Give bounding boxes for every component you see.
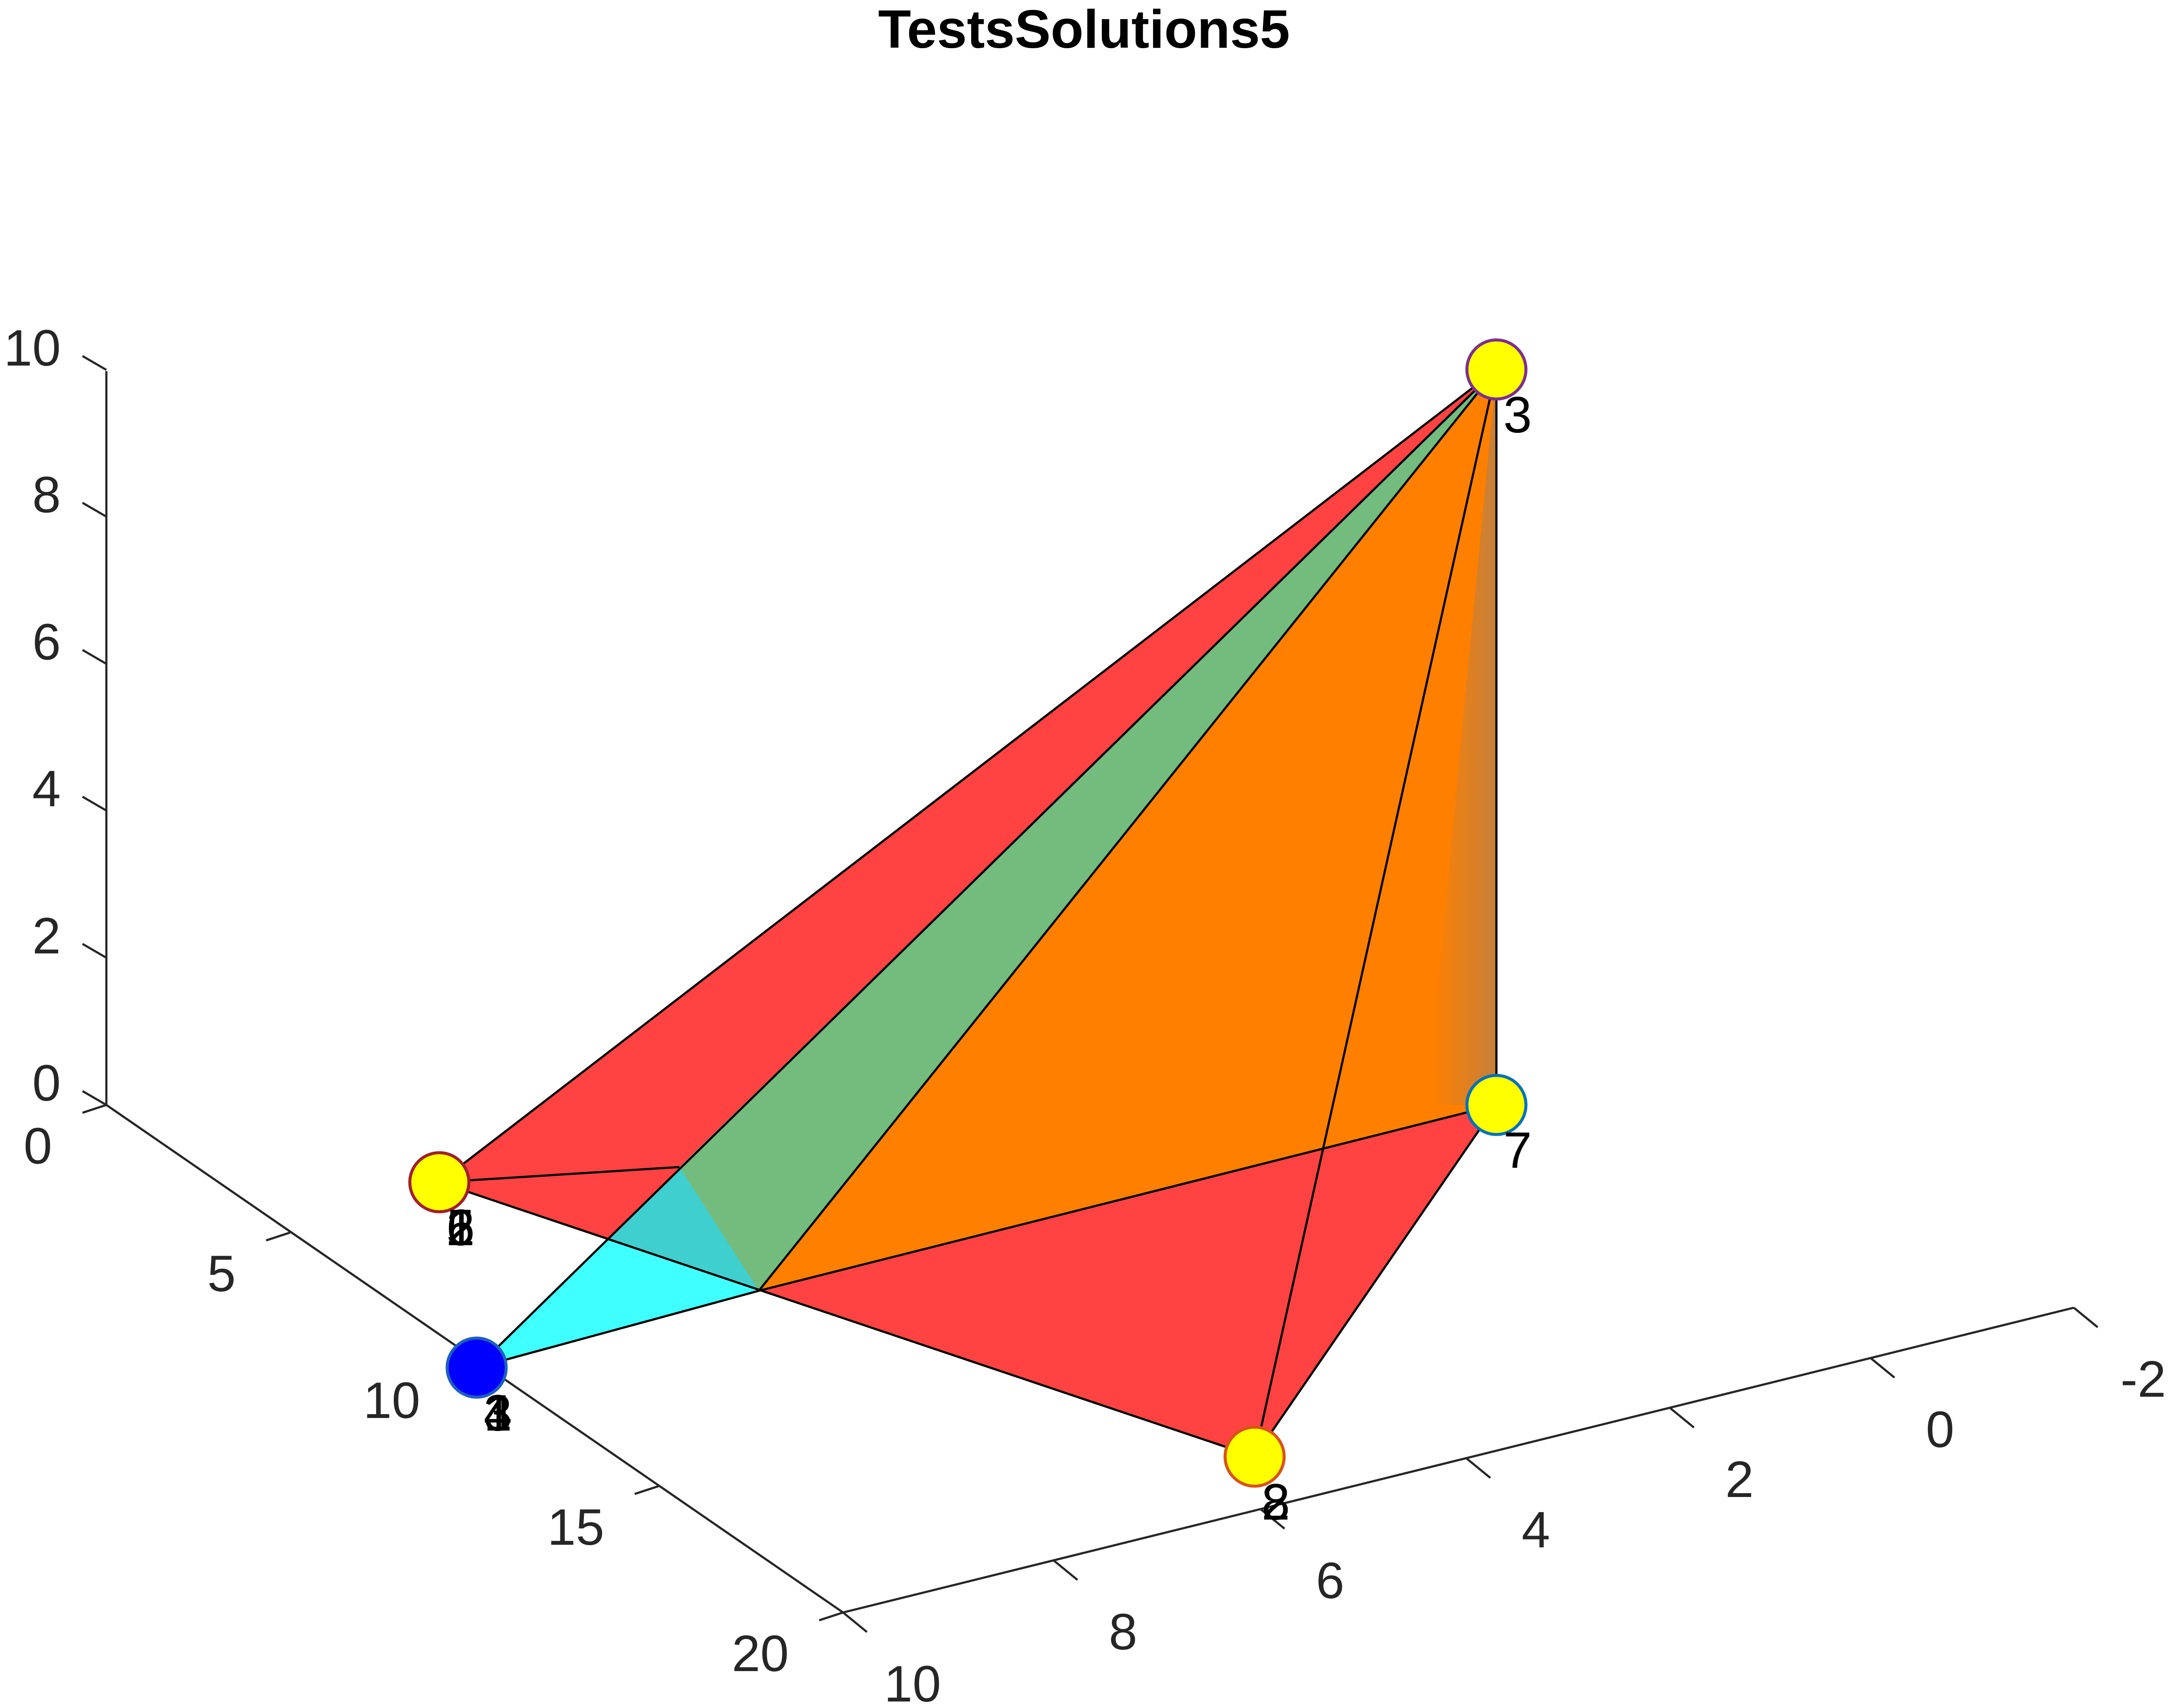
z-tick-mark bbox=[82, 501, 107, 518]
x-tick-mark bbox=[1669, 1407, 1695, 1428]
y-tick-mark bbox=[819, 1611, 843, 1622]
edge-line bbox=[758, 369, 1497, 1292]
x-tick-label: -2 bbox=[2121, 1351, 2166, 1408]
point-label: 4 bbox=[484, 1385, 512, 1442]
surface-edges bbox=[438, 369, 1498, 1458]
y-tick-mark bbox=[634, 1485, 659, 1495]
point-label: 1 bbox=[484, 1385, 512, 1442]
y-tick-label: 0 bbox=[23, 1118, 52, 1175]
z-tick-label: 0 bbox=[32, 1055, 61, 1112]
edge-line bbox=[476, 1289, 759, 1369]
point-label: 3 bbox=[1503, 386, 1532, 444]
y-tick-mark bbox=[266, 1231, 290, 1242]
x-tick-mark bbox=[1870, 1357, 1895, 1378]
edge-line bbox=[476, 369, 1497, 1368]
face-green bbox=[679, 369, 1496, 1291]
chart-title: TestsSolutions5 bbox=[878, 0, 1290, 59]
point-label: 1 bbox=[446, 1199, 475, 1256]
edge-line bbox=[439, 1166, 680, 1184]
edge-line bbox=[758, 1104, 1497, 1292]
edge-line bbox=[1253, 369, 1498, 1457]
point-marker bbox=[1223, 1425, 1286, 1488]
x-tick-mark bbox=[1466, 1457, 1491, 1479]
face-red-lower bbox=[439, 1105, 1496, 1457]
x-axis-line bbox=[843, 1306, 2074, 1614]
y-tick-label: 10 bbox=[363, 1372, 420, 1429]
point-label: 2 bbox=[446, 1199, 475, 1256]
face-red-upper bbox=[439, 369, 1496, 1291]
point-label: 5 bbox=[446, 1199, 475, 1256]
point-marker bbox=[445, 1336, 508, 1399]
data-points bbox=[408, 338, 1528, 1488]
edge-line bbox=[438, 369, 1497, 1183]
edge-line bbox=[1253, 1104, 1498, 1457]
y-tick-label: 20 bbox=[732, 1625, 789, 1682]
x-tick-mark bbox=[2073, 1307, 2099, 1328]
x-tick-label: 8 bbox=[1109, 1603, 1137, 1661]
point-label: 2 bbox=[1262, 1474, 1290, 1531]
point-marker bbox=[1465, 1074, 1528, 1136]
z-tick-label: 4 bbox=[32, 760, 61, 818]
point-label: 8 bbox=[1262, 1474, 1290, 1531]
y-tick-label: 5 bbox=[207, 1245, 236, 1302]
z-tick-label: 8 bbox=[32, 466, 61, 524]
edge-line bbox=[439, 1181, 1255, 1458]
z-tick-label: 2 bbox=[32, 907, 61, 965]
z-tick-mark bbox=[82, 649, 107, 665]
x-tick-mark bbox=[1053, 1560, 1078, 1581]
point-label: 7 bbox=[1503, 1122, 1532, 1179]
point-marker bbox=[408, 1151, 471, 1213]
x-tick-mark bbox=[842, 1612, 868, 1633]
x-tick-label: 0 bbox=[1926, 1401, 1954, 1458]
surface-faces bbox=[439, 369, 1496, 1457]
z-tick-label: 6 bbox=[32, 613, 61, 671]
x-tick-label: 2 bbox=[1725, 1451, 1754, 1508]
z-tick-mark bbox=[82, 1090, 107, 1106]
z-tick-mark bbox=[82, 795, 107, 812]
y-tick-label: 15 bbox=[547, 1499, 604, 1556]
x-tick-label: 6 bbox=[1316, 1552, 1344, 1609]
x-tick-label: 10 bbox=[884, 1655, 941, 1708]
point-marker bbox=[1465, 338, 1528, 401]
face-brown bbox=[1426, 369, 1496, 1105]
x-tick-label: 4 bbox=[1522, 1501, 1550, 1559]
z-tick-mark bbox=[82, 943, 107, 959]
x-tick-mark bbox=[1260, 1508, 1285, 1530]
point-label: 6 bbox=[446, 1199, 475, 1256]
y-tick-mark bbox=[82, 1104, 107, 1114]
z-tick-label: 10 bbox=[4, 320, 61, 377]
z-tick-mark bbox=[82, 355, 107, 371]
point-label: 3 bbox=[484, 1385, 512, 1442]
